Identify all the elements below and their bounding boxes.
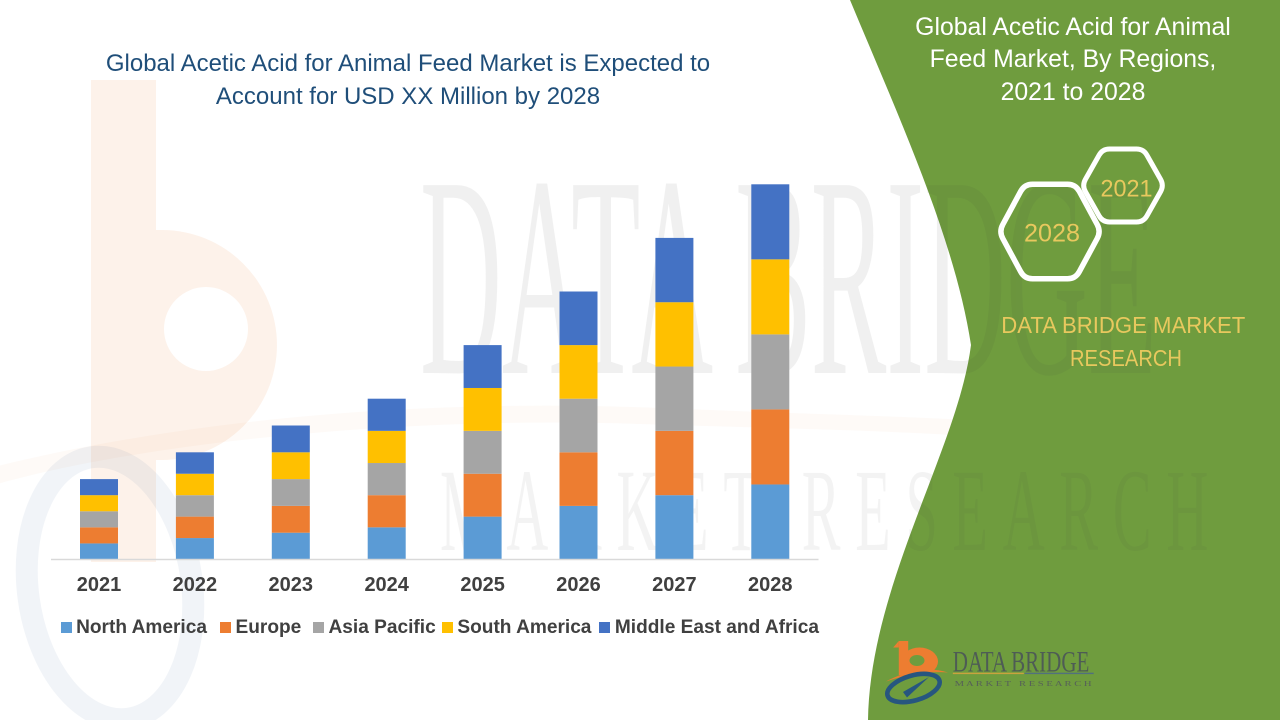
svg-text:DATA BRIDGE MARKET: DATA BRIDGE MARKET (1001, 312, 1245, 338)
svg-text:2021: 2021 (1101, 176, 1153, 203)
svg-text:M A R K E T R E S E A R C H: M A R K E T R E S E A R C H (955, 679, 1093, 688)
svg-text:2028: 2028 (1024, 220, 1080, 248)
svg-text:RESEARCH: RESEARCH (1070, 345, 1182, 371)
